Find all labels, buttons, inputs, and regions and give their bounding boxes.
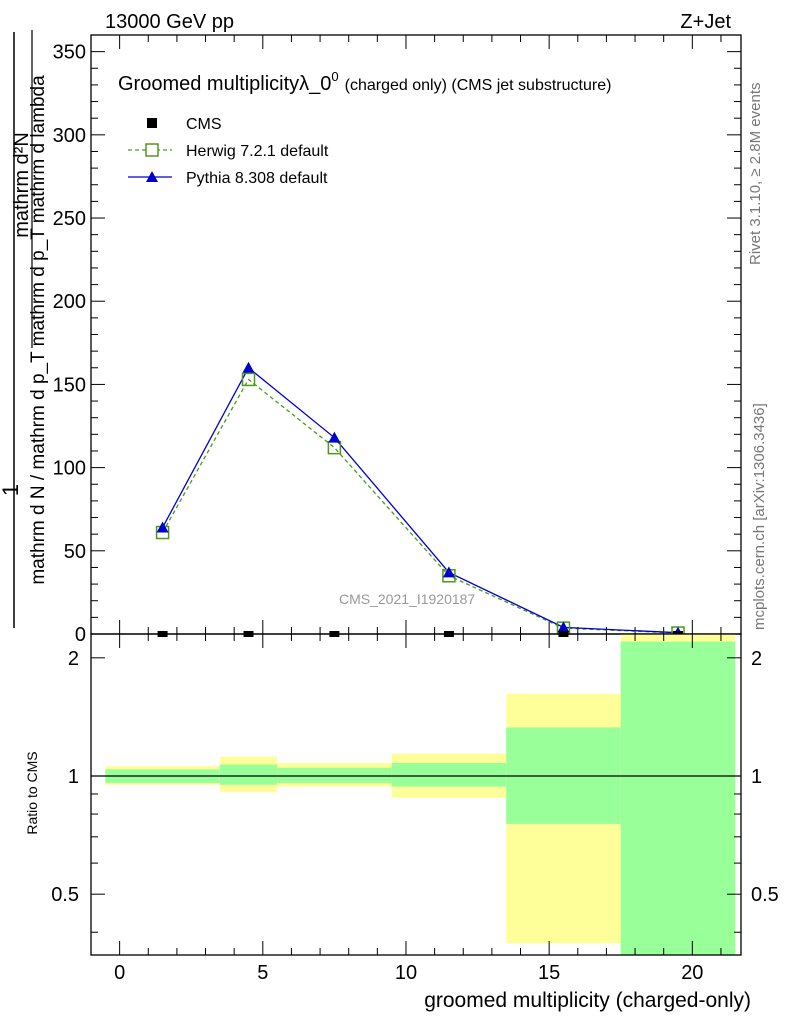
y-tick-label: 50	[64, 541, 86, 563]
marker-herwig	[242, 373, 254, 385]
ratio-band-green	[392, 763, 507, 787]
x-tick-label: 5	[257, 962, 268, 984]
y-label-one: 1	[0, 484, 23, 496]
y-tick-label: 150	[53, 374, 86, 396]
y-tick-label: 250	[53, 208, 86, 230]
x-tick-label: 15	[538, 962, 560, 984]
y-tick-label: 300	[53, 125, 86, 147]
x-axis-label: groomed multiplicity (charged-only)	[424, 989, 751, 1012]
y-label-denominator: mathrm d N / mathrm d p_T mathrm d p_T m…	[28, 75, 49, 585]
y-tick-label: 200	[53, 291, 86, 313]
x-tick-label: 20	[681, 962, 703, 984]
y-tick-label: 100	[53, 458, 86, 480]
y-tick-label: 0	[75, 624, 86, 646]
mcplots-credit-text: mcplots.cern.ch [arXiv:1306.3436]	[751, 403, 768, 630]
ratio-y-tick-label-right: 0.5	[751, 884, 779, 906]
legend-label-pythia: Pythia 8.308 default	[186, 170, 328, 187]
legend: CMS Herwig 7.2.1 default Pythia 8.308 de…	[128, 116, 329, 187]
legend-marker-cms	[147, 118, 157, 128]
upper-y-label: 1 mathrm d²N mathrm d N / mathrm d p_T m…	[0, 30, 49, 628]
ratio-y-tick-label-left: 1	[68, 766, 79, 788]
x-tick-label: 0	[114, 962, 125, 984]
ratio-y-tick-label-left: 0.5	[51, 884, 79, 906]
marker-pythia	[242, 362, 254, 373]
header-energy: 13000 GeV pp	[105, 11, 234, 33]
marker-herwig	[328, 442, 340, 454]
ratio-plot: 0 5 10 15 20 0.5 0.5 1 1 2 2	[51, 634, 779, 984]
ratio-y-tick-label-right: 2	[751, 648, 762, 670]
ratio-band-green	[277, 768, 392, 783]
plot-title: Groomed multiplicityλ_00(charged only) (…	[118, 69, 611, 95]
ratio-band-green	[621, 642, 736, 955]
ratio-band-green	[220, 764, 277, 784]
ratio-y-tick-label-right: 1	[751, 766, 762, 788]
chart-canvas: 13000 GeV pp Z+Jet 050100150200250300350…	[0, 0, 786, 1024]
marker-pythia	[328, 432, 340, 443]
legend-marker-herwig	[146, 144, 158, 156]
analysis-watermark: CMS_2021_I1920187	[339, 591, 475, 607]
rivet-version-text: Rivet 3.1.10, ≥ 2.8M events	[747, 83, 764, 266]
header-process: Z+Jet	[680, 11, 731, 33]
legend-label-cms: CMS	[186, 116, 222, 133]
legend-label-herwig: Herwig 7.2.1 default	[186, 143, 329, 160]
x-tick-label: 10	[395, 962, 417, 984]
y-tick-label: 350	[53, 42, 86, 64]
ratio-y-label: Ratio to CMS	[24, 751, 40, 834]
ratio-y-tick-label-left: 2	[68, 648, 79, 670]
